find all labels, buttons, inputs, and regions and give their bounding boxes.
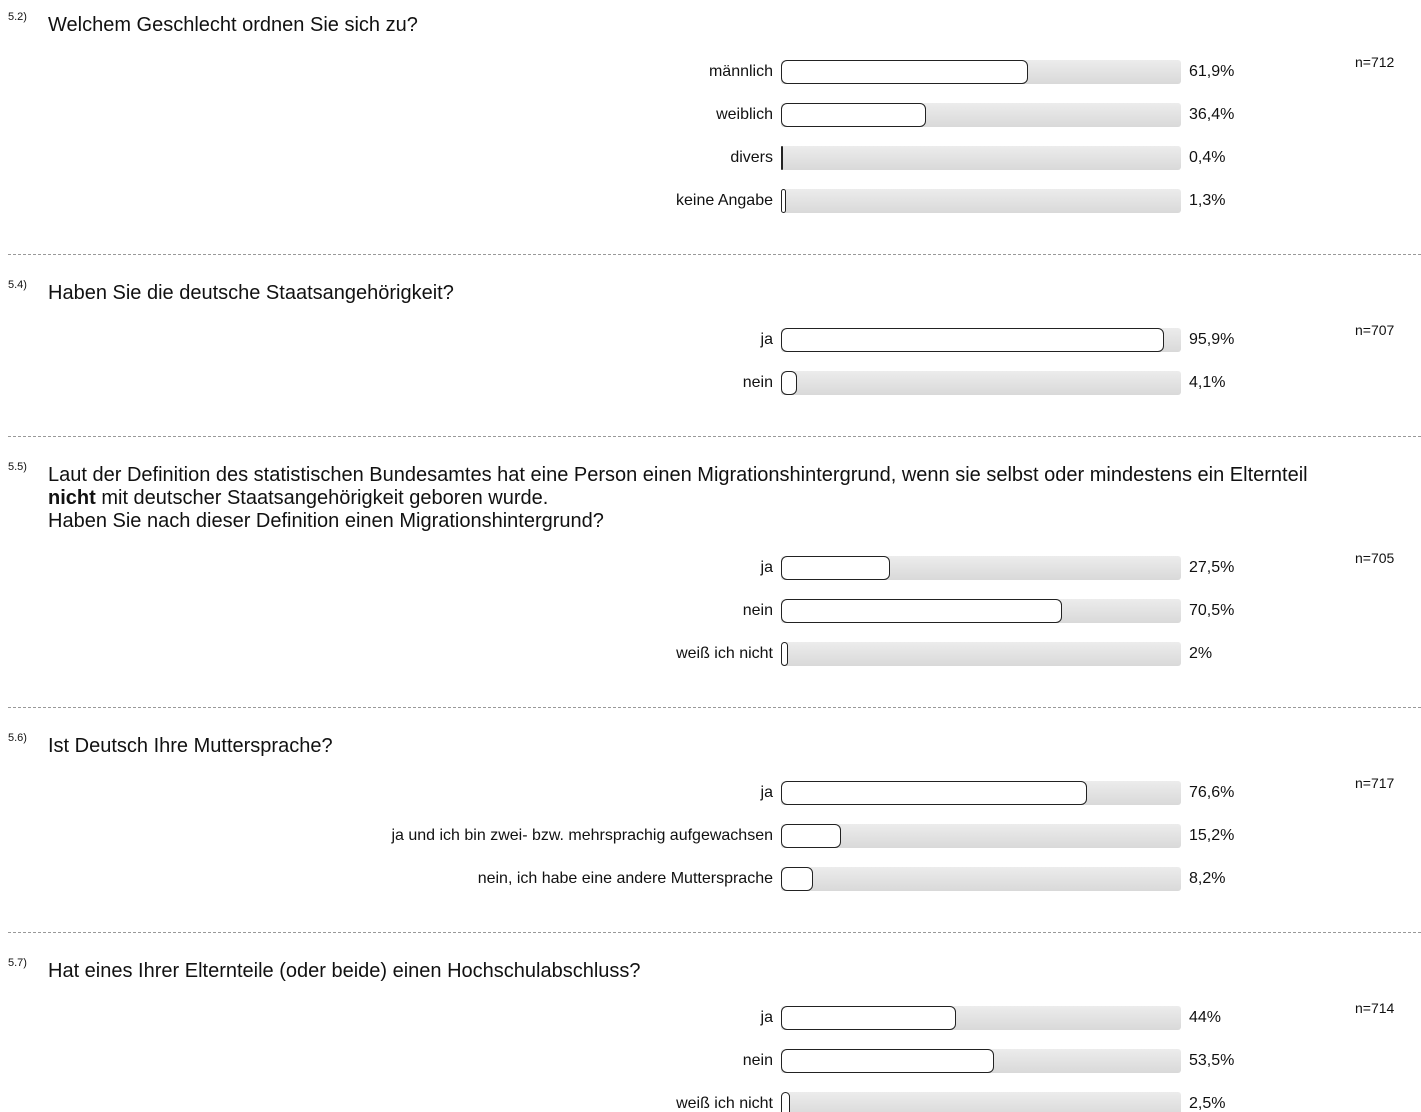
bar-track xyxy=(781,1092,1181,1112)
value-label: 27,5% xyxy=(1189,559,1235,576)
category-label: nein xyxy=(742,374,773,391)
bar xyxy=(781,1006,957,1030)
bar xyxy=(781,781,1087,805)
question-text: Welchem Geschlecht ordnen Sie sich zu? xyxy=(48,14,418,37)
value-label: 53,5% xyxy=(1189,1052,1235,1069)
sample-size: n=712 xyxy=(1355,54,1395,70)
bar-track xyxy=(781,189,1181,213)
bar xyxy=(781,189,786,213)
category-label: divers xyxy=(730,149,773,166)
question-title-rest: mit deutscher Staatsangehörigkeit gebore… xyxy=(101,487,549,509)
bar xyxy=(781,103,926,127)
separator xyxy=(8,254,1421,255)
value-label: 2% xyxy=(1189,645,1213,662)
value-label: 8,2% xyxy=(1189,870,1226,887)
bar xyxy=(781,1049,995,1073)
bar xyxy=(781,867,814,891)
value-label: 1,3% xyxy=(1189,192,1226,209)
bar xyxy=(781,556,891,580)
question-title: Laut der Definition des statistischen Bu… xyxy=(48,464,1308,486)
category-label: weiß ich nicht xyxy=(676,1095,773,1112)
sample-size: n=717 xyxy=(1355,775,1395,791)
category-label: nein xyxy=(742,1052,773,1069)
category-label: ja xyxy=(760,559,773,576)
question-number: 5.5) xyxy=(8,461,27,473)
bar xyxy=(781,824,842,848)
sample-size: n=707 xyxy=(1355,322,1395,338)
value-label: 70,5% xyxy=(1189,602,1235,619)
bar-track xyxy=(781,371,1181,395)
separator xyxy=(8,436,1421,437)
sample-size: n=714 xyxy=(1355,1000,1395,1016)
bar xyxy=(781,60,1028,84)
separator xyxy=(8,707,1421,708)
question-subtitle: Haben Sie nach dieser Definition einen M… xyxy=(48,510,604,532)
question-number: 5.6) xyxy=(8,732,27,744)
value-label: 95,9% xyxy=(1189,331,1235,348)
question-title: Haben Sie die deutsche Staatsangehörigke… xyxy=(48,282,454,304)
bar-track xyxy=(781,146,1181,170)
category-label: männlich xyxy=(708,63,773,80)
question-number: 5.7) xyxy=(8,957,27,969)
question-title: Welchem Geschlecht ordnen Sie sich zu? xyxy=(48,14,418,36)
category-label: weiß ich nicht xyxy=(676,645,773,662)
category-label: nein, ich habe eine andere Muttersprache xyxy=(477,870,773,887)
value-label: 61,9% xyxy=(1189,63,1235,80)
value-label: 4,1% xyxy=(1189,374,1226,391)
question-text: Hat eines Ihrer Elternteile (oder beide)… xyxy=(48,960,641,983)
bar xyxy=(781,599,1063,623)
value-label: 15,2% xyxy=(1189,827,1235,844)
bar-track xyxy=(781,867,1181,891)
value-label: 36,4% xyxy=(1189,106,1235,123)
category-label: nein xyxy=(742,602,773,619)
value-label: 0,4% xyxy=(1189,149,1226,166)
sample-size: n=705 xyxy=(1355,550,1395,566)
question-text: Haben Sie die deutsche Staatsangehörigke… xyxy=(48,282,454,305)
category-label: ja xyxy=(760,331,773,348)
question-emphasis: nicht xyxy=(48,487,96,509)
category-label: ja und ich bin zwei- bzw. mehrsprachig a… xyxy=(391,827,773,844)
category-label: ja xyxy=(760,1009,773,1026)
bar-track xyxy=(781,642,1181,666)
question-title: Ist Deutsch Ihre Muttersprache? xyxy=(48,735,333,757)
value-label: 2,5% xyxy=(1189,1095,1226,1112)
bar xyxy=(781,642,789,666)
question-number: 5.2) xyxy=(8,11,27,23)
category-label: weiblich xyxy=(716,106,773,123)
question-title: Hat eines Ihrer Elternteile (oder beide)… xyxy=(48,960,641,982)
value-label: 44% xyxy=(1189,1009,1222,1026)
separator xyxy=(8,932,1421,933)
bar xyxy=(781,146,783,170)
bar-track xyxy=(781,824,1181,848)
question-text: Ist Deutsch Ihre Muttersprache? xyxy=(48,735,333,758)
bar xyxy=(781,371,797,395)
bar xyxy=(781,1092,791,1112)
question-text: Laut der Definition des statistischen Bu… xyxy=(48,464,1308,533)
value-label: 76,6% xyxy=(1189,784,1235,801)
bar xyxy=(781,328,1164,352)
category-label: ja xyxy=(760,784,773,801)
category-label: keine Angabe xyxy=(676,192,773,209)
question-number: 5.4) xyxy=(8,279,27,291)
